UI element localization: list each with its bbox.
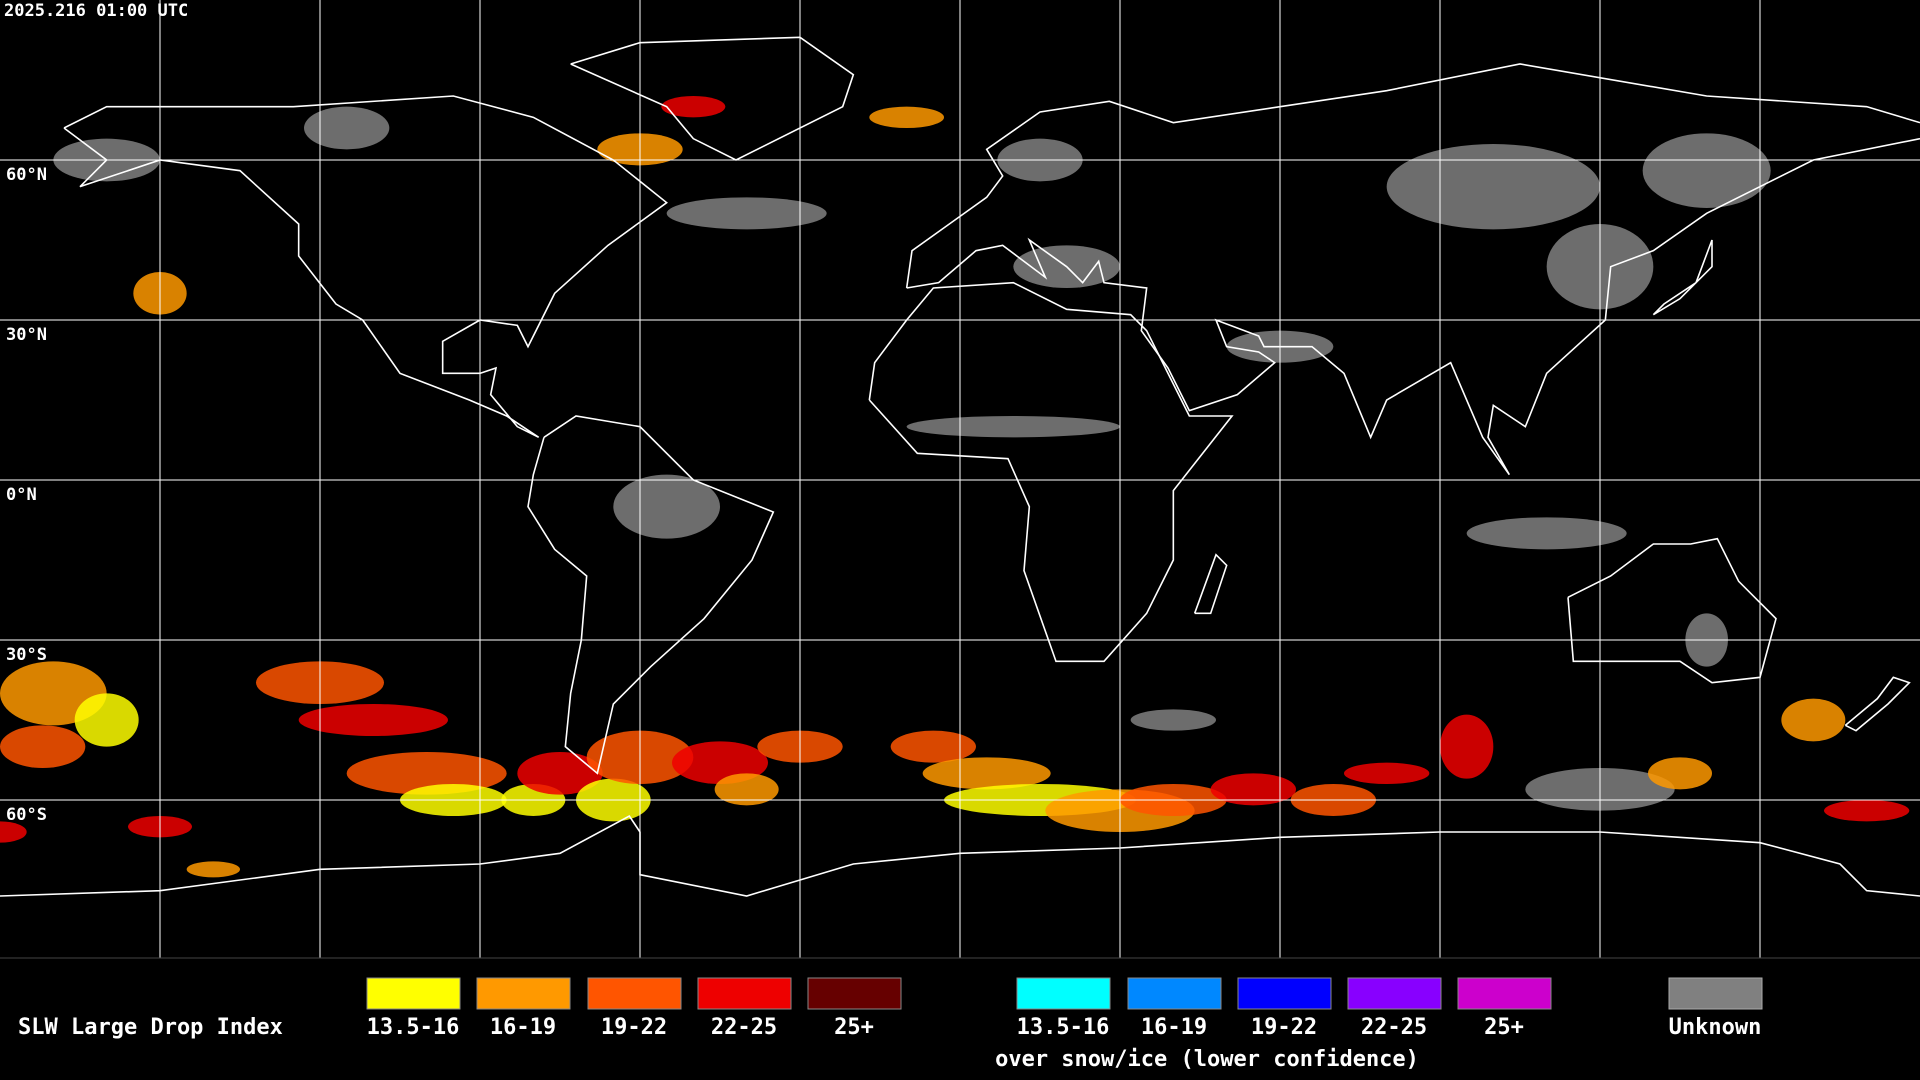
coastline [868, 281, 1234, 663]
timestamp: 2025.216 01:00 UTC [4, 1, 188, 21]
cloud-region [714, 773, 779, 806]
cloud-region [1466, 517, 1627, 550]
cloud-region [1210, 773, 1297, 806]
latitude-label: 30°S [6, 645, 47, 665]
cloud-region [869, 106, 945, 128]
legend-swatch [587, 977, 682, 1010]
cloud-region [517, 752, 603, 795]
cloud-region [1440, 714, 1494, 779]
coastline [1193, 553, 1228, 615]
legend-label: 13.5-16 [367, 1015, 460, 1040]
legend-label: 16-19 [490, 1015, 556, 1040]
coastline [905, 63, 1920, 289]
legend-swatch [1016, 977, 1111, 1010]
cloud-region [1344, 762, 1430, 784]
legend-swatch [1237, 977, 1332, 1010]
coastline [906, 137, 1920, 476]
coastline [1652, 239, 1713, 316]
cloud-region [298, 704, 448, 736]
latitude-label: 60°N [6, 165, 47, 185]
legend-label: 19-22 [1251, 1015, 1317, 1040]
cloud-region [1130, 709, 1217, 731]
legend-swatch [1668, 977, 1763, 1010]
latitude-label: 30°N [6, 325, 47, 345]
legend-label: 25+ [834, 1015, 874, 1040]
cloud-region [346, 752, 507, 795]
legend-label: 13.5-16 [1017, 1015, 1110, 1040]
cloud-region [906, 416, 1120, 438]
cloud-region [304, 106, 390, 150]
coastline [1567, 537, 1777, 684]
cloud-region [1642, 133, 1771, 208]
cloud-region [890, 730, 976, 763]
legend-label: 16-19 [1141, 1015, 1207, 1040]
cloud-region [0, 821, 27, 843]
legend-swatch [697, 977, 792, 1010]
cloud-region [672, 741, 768, 785]
cloud-region [666, 197, 827, 230]
cloud-region [1648, 757, 1712, 790]
cloud-region [0, 725, 86, 769]
coastline [570, 36, 855, 161]
cloud-region [661, 96, 726, 118]
legend-swatch [366, 977, 461, 1010]
legend-swatch [1347, 977, 1442, 1010]
legend: SLW Large Drop Index 13.5-16 16-19 19-22 22… [18, 977, 1763, 1072]
cloud-region [1781, 698, 1846, 742]
legend-label: 22-25 [1361, 1015, 1427, 1040]
legend-note: over snow/ice (lower confidence) [995, 1047, 1419, 1072]
legend-title: SLW Large Drop Index [18, 1015, 283, 1040]
cloud-region [186, 861, 240, 878]
map: 60°N 30°N 0°N 30°S 60°S [0, 0, 1920, 959]
coastline [527, 415, 775, 775]
latitude-label: 0°N [6, 485, 37, 505]
legend-swatch [1127, 977, 1222, 1010]
legend-swatch [476, 977, 571, 1010]
coastline [1844, 676, 1911, 732]
legend-label: Unknown [1669, 1015, 1762, 1040]
latitude-label: 60°S [6, 805, 47, 825]
cloud-region [74, 693, 139, 747]
cloud-region [1386, 144, 1601, 230]
cloud-region [1824, 800, 1910, 822]
coastline [63, 95, 668, 439]
cloud-region [922, 757, 1051, 790]
legend-swatch [1457, 977, 1552, 1010]
legend-label: 25+ [1484, 1015, 1524, 1040]
legend-label: 22-25 [711, 1015, 777, 1040]
legend-swatch [807, 977, 902, 1010]
legend-label: 19-22 [601, 1015, 667, 1040]
